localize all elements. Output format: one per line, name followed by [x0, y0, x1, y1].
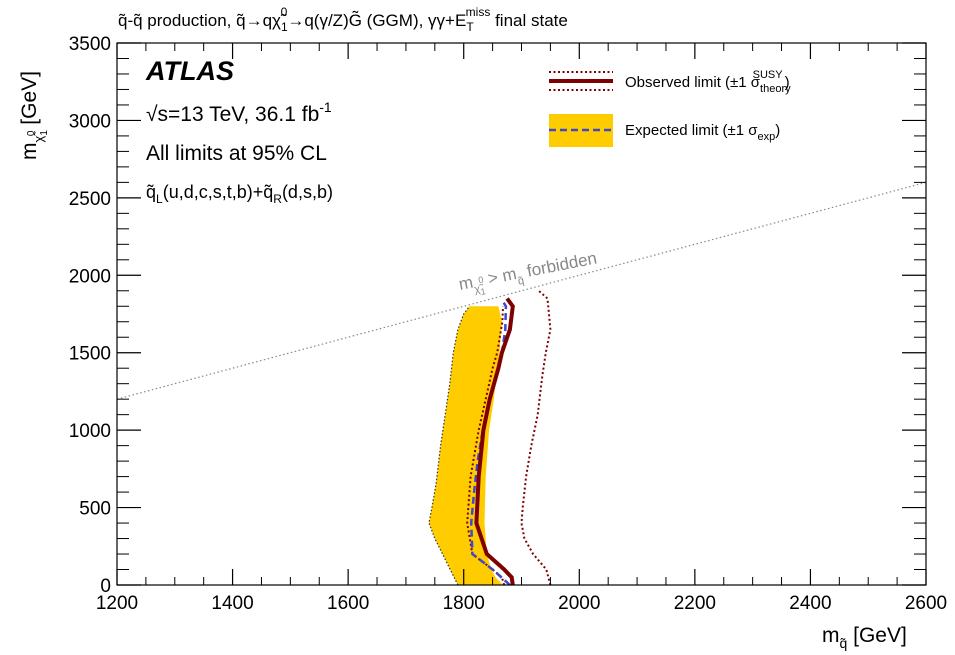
x-tick-label: 2000 [558, 593, 600, 614]
y-tick-label: 1000 [69, 421, 111, 442]
x-tick-label: 1800 [443, 593, 485, 614]
y-tick-label: 3000 [69, 111, 111, 132]
expected-band [429, 306, 503, 585]
forbidden-region-label: mχ̃10 > mq̃ forbidden [457, 249, 600, 301]
legend-observed-label: Observed limit (±1 σtheorySUSY) [625, 69, 791, 95]
x-tick-label: 2200 [674, 593, 716, 614]
cl-label: All limits at 95% CL [146, 142, 327, 165]
y-tick-label: 0 [100, 576, 111, 597]
x-axis-title: mq̃ [GeV] [822, 624, 907, 651]
y-tick-label: 2500 [69, 189, 111, 210]
y-tick-label: 3500 [69, 34, 111, 55]
x-tick-label: 1600 [327, 593, 369, 614]
y-tick-label: 500 [79, 499, 111, 520]
x-tick-label: 2400 [789, 593, 831, 614]
legend-expected-label: Expected limit (±1 σexp) [625, 122, 780, 143]
y-tick-label: 1500 [69, 344, 111, 365]
plot-area [117, 182, 926, 585]
kinematic-limit-line [117, 182, 926, 399]
observed-plus-sigma-line [522, 291, 551, 585]
legend: Observed limit (±1 σtheorySUSY) Expected… [549, 69, 791, 147]
y-axis-title: mχ̃10 [GeV] [18, 71, 50, 160]
squark-flavours-label: q̃L(u,d,c,s,t,b)+q̃R(d,s,b) [146, 182, 333, 206]
chart-title: q̃-q̃ production, q̃→qχ̃10→q(γ/Z)G̃ (GGM… [118, 5, 568, 34]
y-tick-label: 2000 [69, 266, 111, 287]
atlas-label: ATLAS [145, 56, 234, 86]
x-tick-label: 1400 [211, 593, 253, 614]
x-tick-label: 2600 [905, 593, 947, 614]
legend-expected-band [549, 114, 613, 147]
energy-label: √s=13 TeV, 36.1 fb-1 [146, 99, 332, 126]
